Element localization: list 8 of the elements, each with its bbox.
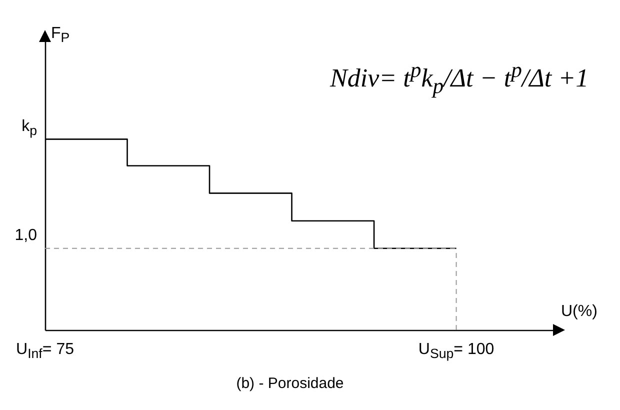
annotation: 1,0 [14, 227, 37, 244]
annotation: k$_{p}$ [22, 118, 37, 138]
x-tick-label: U$_{Inf}$= 75 [16, 341, 74, 362]
x-axis-title: U(%) [561, 303, 598, 320]
x-tick-label: U$_{Sup}$= 100 [418, 341, 494, 362]
text: F$_{P}$ [51, 25, 70, 46]
text: (b) - Porosidade [236, 375, 344, 392]
text: Ndiv= t$^{p}$k$_{p}$/Δt − t$^{p}$/Δt +1 [330, 58, 589, 98]
